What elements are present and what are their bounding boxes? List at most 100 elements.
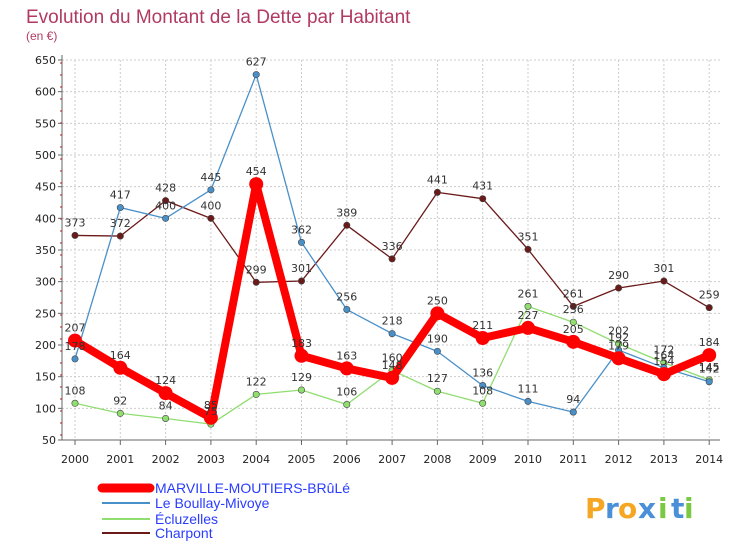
- data-point: [660, 277, 668, 285]
- data-label: 92: [113, 394, 127, 407]
- data-label: 445: [200, 171, 221, 184]
- data-label: 431: [472, 180, 493, 193]
- axis-dot: [60, 254, 62, 256]
- data-point: [611, 351, 626, 366]
- data-label: 400: [155, 199, 176, 212]
- y-tick-label: 150: [35, 371, 56, 384]
- data-label: 218: [382, 315, 403, 328]
- axis-dot: [60, 398, 62, 400]
- data-label: 250: [427, 294, 448, 307]
- axis-dot: [60, 350, 62, 352]
- data-label: 160: [382, 351, 403, 364]
- x-tick-label: 2007: [378, 453, 406, 466]
- data-label: 290: [608, 269, 629, 282]
- data-point: [252, 390, 260, 398]
- data-label: 256: [336, 291, 357, 304]
- axis-dot: [60, 302, 62, 304]
- data-point: [116, 409, 124, 417]
- data-label: 441: [427, 173, 448, 186]
- data-point: [158, 386, 173, 401]
- data-point: [294, 348, 309, 363]
- data-label: 183: [291, 337, 312, 350]
- y-axis: 50 100 150 200 250 300 350 400 450 500 550 600 650: [35, 54, 63, 447]
- logo-letter: t: [671, 492, 684, 525]
- data-label: 85: [204, 399, 218, 412]
- data-point: [705, 378, 713, 386]
- axis-dot: [60, 110, 62, 112]
- data-label: 122: [246, 375, 267, 388]
- logo-letter: P: [585, 492, 606, 525]
- data-label: 164: [110, 349, 131, 362]
- axis-dot: [60, 326, 62, 328]
- y-tick-label: 450: [35, 181, 56, 194]
- data-point: [569, 318, 577, 326]
- data-label: 207: [65, 322, 86, 335]
- data-point: [702, 348, 717, 363]
- y-tick-label: 200: [35, 339, 56, 352]
- y-tick-label: 100: [35, 402, 56, 415]
- data-point: [569, 408, 577, 416]
- legend-label: MARVILLE-MOUTIERS-BRûLé: [155, 480, 350, 496]
- data-label: 108: [65, 384, 86, 397]
- data-point: [116, 232, 124, 240]
- axis-dot: [60, 362, 62, 364]
- axis-dot: [60, 290, 62, 292]
- data-label: 400: [200, 199, 221, 212]
- data-label: 145: [699, 361, 720, 374]
- data-label: 184: [699, 336, 720, 349]
- data-point: [524, 397, 532, 405]
- data-label: 299: [246, 263, 267, 276]
- data-point: [433, 347, 441, 355]
- legend-label: Écluzelles: [155, 511, 218, 527]
- data-label: 351: [518, 230, 539, 243]
- data-label: 136: [472, 367, 493, 380]
- data-label: 190: [427, 332, 448, 345]
- x-tick-label: 2009: [469, 453, 497, 466]
- data-point: [615, 284, 623, 292]
- data-label: 205: [563, 323, 584, 336]
- data-point: [430, 306, 445, 321]
- chart-title: Evolution du Montant de la Dette par Hab…: [26, 7, 411, 28]
- data-point: [521, 320, 535, 335]
- data-label: 129: [291, 371, 312, 384]
- data-point: [433, 188, 441, 196]
- axis-dot: [60, 158, 62, 160]
- data-point: [252, 278, 260, 286]
- x-tick-label: 2010: [514, 453, 542, 466]
- data-label: 336: [382, 240, 403, 253]
- data-point: [71, 399, 79, 407]
- legend-label: Le Boullay-Mivoye: [155, 495, 270, 511]
- data-point: [203, 410, 218, 425]
- axis-dot: [60, 122, 62, 124]
- data-point: [162, 214, 170, 222]
- x-tick-label: 2000: [61, 453, 89, 466]
- data-label: 261: [518, 287, 539, 300]
- data-label: 124: [155, 374, 176, 387]
- axis-dot: [60, 206, 62, 208]
- axis-dot: [60, 374, 62, 376]
- data-point: [343, 306, 351, 314]
- x-tick-label: 2006: [333, 453, 361, 466]
- data-label: 163: [336, 349, 357, 362]
- y-tick-label: 250: [35, 307, 56, 320]
- chart-subtitle: (en €): [26, 29, 57, 43]
- data-label: 127: [427, 372, 448, 385]
- data-point: [71, 355, 79, 363]
- x-tick-label: 2008: [423, 453, 451, 466]
- data-label: 106: [336, 386, 357, 399]
- logo-letter: i: [684, 492, 694, 525]
- data-point: [656, 367, 671, 382]
- data-point: [388, 330, 396, 338]
- data-label: 108: [472, 384, 493, 397]
- data-point: [479, 195, 487, 203]
- data-label: 428: [155, 182, 176, 195]
- axis-dot: [60, 194, 62, 196]
- data-point: [433, 387, 441, 395]
- y-tick-label: 650: [35, 54, 56, 67]
- axis-dot: [60, 386, 62, 388]
- data-point: [566, 334, 581, 349]
- data-point: [524, 302, 532, 310]
- axis-dot: [60, 434, 62, 436]
- data-point: [116, 204, 124, 212]
